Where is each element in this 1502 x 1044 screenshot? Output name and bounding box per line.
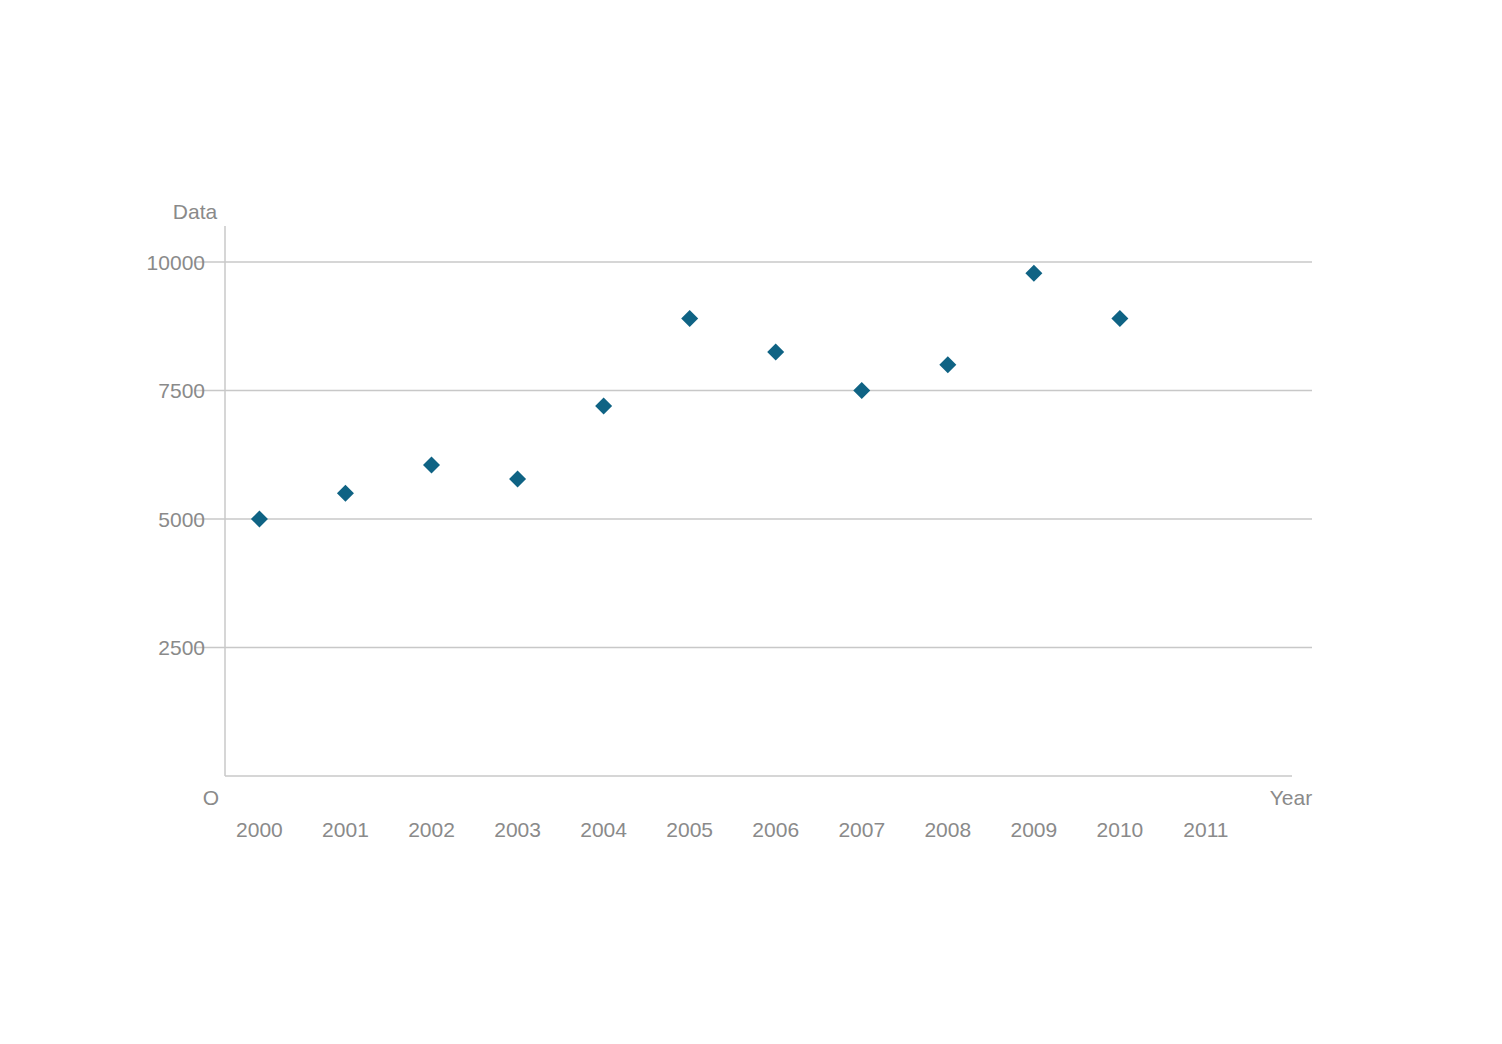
y-tick-label: 7500 [158,379,205,402]
point [423,457,440,474]
x-tick-label: 2005 [666,818,713,841]
chart-root: O 2500 5000 7500 10000 2000 2001 2002 2003 2004 20… [0,0,1502,1044]
points [251,265,1128,528]
x-tick-label: 2002 [408,818,455,841]
x-axis-label: Year [1270,786,1312,809]
grid-line [195,390,1312,392]
x-tick-label: 2006 [752,818,799,841]
x-tick-label: 2010 [1097,818,1144,841]
point [767,343,784,360]
origin-label: O [203,786,219,809]
y-tick-label: 10000 [147,251,205,274]
x-tick-label: 2004 [580,818,627,841]
x-axis-line [225,775,1292,777]
chart-svg: O 2500 5000 7500 10000 2000 2001 2002 2003 2004 20… [0,0,1502,1044]
point [509,470,526,487]
x-tick-label: 2011 [1183,818,1228,841]
point [251,510,268,527]
x-tick-label: 2007 [838,818,885,841]
point [939,356,956,373]
x-tick-label: 2008 [924,818,971,841]
grid-line [195,261,1312,263]
point [681,310,698,327]
point [853,382,870,399]
point [337,485,354,502]
y-tick-label: 5000 [158,508,205,531]
x-tick-label: 2009 [1010,818,1057,841]
point [1111,310,1128,327]
x-tick-label: 2001 [322,818,369,841]
y-axis-line [224,226,226,776]
x-tick-label: 2003 [494,818,541,841]
point [595,397,612,414]
x-tick-label: 2000 [236,818,283,841]
y-tick-label: 2500 [158,636,205,659]
grid-line [195,518,1312,520]
y-axis-label: Data [173,200,218,223]
grid-line [195,647,1312,649]
point [1025,265,1042,282]
